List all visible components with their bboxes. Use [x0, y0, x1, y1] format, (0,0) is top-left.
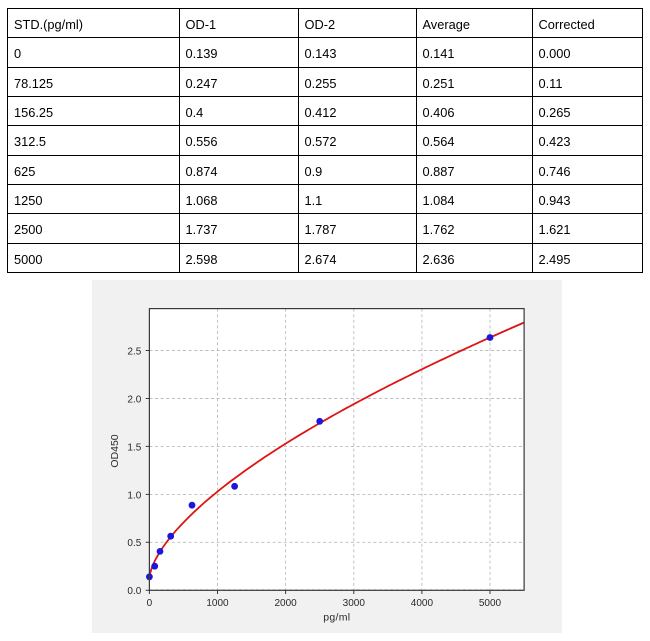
svg-text:4000: 4000: [411, 598, 434, 609]
svg-text:1000: 1000: [206, 598, 229, 609]
svg-text:1.5: 1.5: [127, 442, 141, 453]
svg-text:3000: 3000: [343, 598, 366, 609]
svg-text:5000: 5000: [479, 598, 502, 609]
svg-text:0.5: 0.5: [127, 538, 141, 549]
svg-text:2000: 2000: [274, 598, 297, 609]
svg-text:2.5: 2.5: [127, 346, 141, 357]
svg-text:OD450: OD450: [109, 434, 121, 467]
svg-text:1.0: 1.0: [127, 490, 141, 501]
svg-text:pg/ml: pg/ml: [323, 612, 350, 624]
svg-text:0: 0: [147, 598, 153, 609]
svg-text:0.0: 0.0: [127, 586, 141, 597]
svg-text:2.0: 2.0: [127, 394, 141, 405]
